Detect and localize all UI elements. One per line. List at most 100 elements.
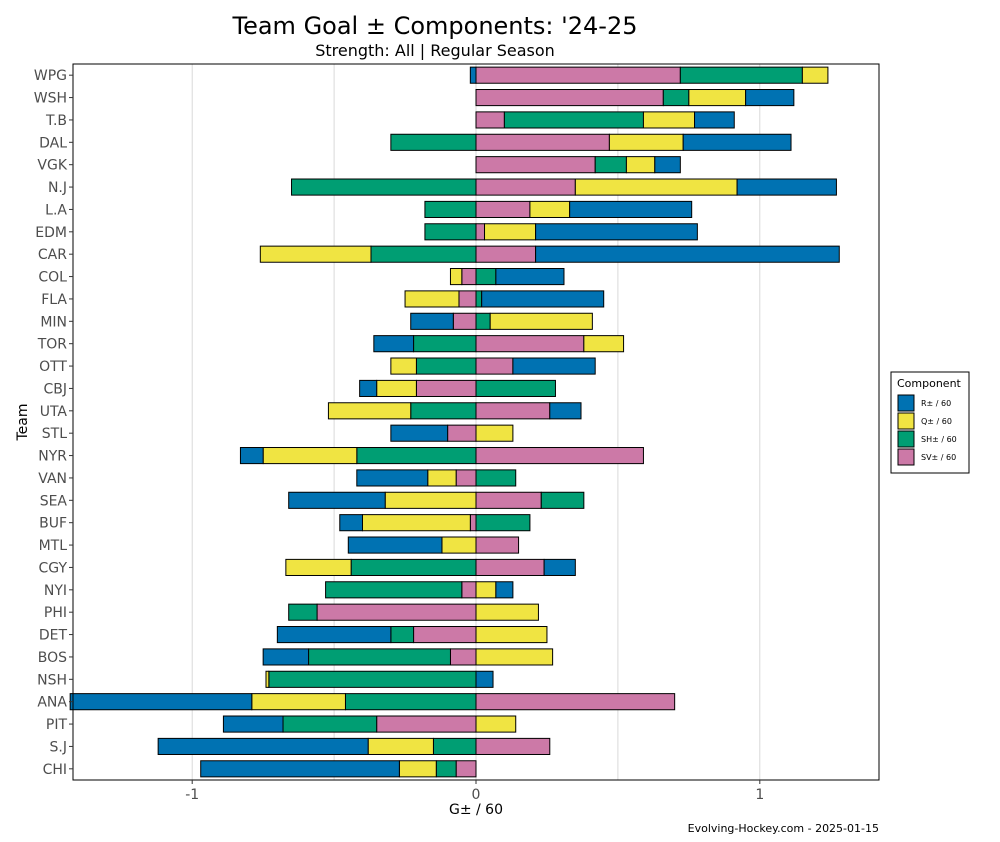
bar-vgk-sh: [594, 156, 627, 174]
y-tick-label: TOR: [37, 337, 68, 353]
bar-wsh-sh: [662, 89, 690, 107]
bar-chi-r: [200, 760, 400, 778]
bar-dal-q: [608, 133, 684, 151]
bar-dal-sh: [390, 133, 477, 151]
bar-van-sh: [475, 469, 517, 487]
bar-wsh-r: [745, 89, 795, 107]
bar-la-sh: [424, 200, 477, 218]
bar-ana-sv: [475, 693, 676, 711]
bar-buf-sh: [475, 514, 531, 532]
legend-label-r: R± / 60: [921, 399, 951, 408]
x-tick-label: -1: [185, 787, 199, 803]
bar-det-q: [475, 626, 548, 644]
bar-tb-r: [694, 111, 735, 129]
bar-sj-sh: [432, 737, 477, 755]
bar-sea-q: [384, 491, 477, 509]
bar-nsh-q: [265, 670, 270, 688]
y-tick-label: PIT: [46, 717, 68, 733]
bar-nyr-sh: [356, 447, 477, 465]
y-tick-label: DET: [39, 628, 68, 644]
bar-nyi-sv: [461, 581, 477, 599]
bar-cgy-sv: [475, 558, 545, 576]
bar-buf-sv: [469, 514, 477, 532]
y-tick-label: UTA: [40, 404, 68, 420]
bar-chi-q: [398, 760, 437, 778]
bar-edm-q: [484, 223, 537, 241]
y-tick-label: NSH: [37, 672, 67, 688]
bar-wpg-sv: [475, 66, 681, 84]
bar-ott-sv: [475, 357, 514, 375]
bar-cgy-q: [285, 558, 352, 576]
bar-ana-r: [69, 693, 253, 711]
bar-van-q: [427, 469, 457, 487]
bar-col-sh: [475, 268, 497, 286]
bar-nyi-q: [475, 581, 497, 599]
bar-fla-sv: [458, 290, 477, 308]
y-tick-label: DAL: [39, 135, 67, 151]
bar-sj-q: [367, 737, 434, 755]
bar-col-sv: [461, 268, 477, 286]
bar-nyr-sv: [475, 447, 644, 465]
bar-vgk-r: [654, 156, 681, 174]
chart-title: Team Goal ± Components: '24-25: [232, 12, 638, 40]
bar-buf-r: [339, 514, 363, 532]
y-tick-label: STL: [42, 426, 67, 442]
bar-layer: [69, 66, 840, 778]
legend-label-sh: SH± / 60: [921, 435, 957, 444]
bar-wpg-sh: [679, 66, 803, 84]
bar-fla-r: [481, 290, 605, 308]
bar-col-q: [449, 268, 463, 286]
y-tick-label: WSH: [34, 91, 67, 107]
bar-la-q: [529, 200, 571, 218]
bar-dal-r: [682, 133, 792, 151]
bar-tb-sh: [503, 111, 644, 129]
y-tick-label: FLA: [41, 292, 67, 308]
bar-nj-sv: [475, 178, 576, 196]
bar-car-q: [259, 245, 372, 263]
x-axis: -1 0 1: [185, 780, 764, 803]
bar-chi-sv: [455, 760, 477, 778]
bar-tb-sv: [475, 111, 505, 129]
bar-cgy-sh: [350, 558, 477, 576]
y-tick-label: T.B: [45, 113, 67, 129]
bar-min-q: [489, 312, 593, 330]
bar-nyr-q: [262, 447, 358, 465]
bar-stl-q: [475, 424, 514, 442]
y-tick-label: NYI: [44, 583, 67, 599]
bar-sj-sv: [475, 737, 551, 755]
bar-uta-sh: [410, 402, 477, 420]
bar-ott-q: [390, 357, 417, 375]
bar-buf-q: [361, 514, 471, 532]
bar-col-r: [495, 268, 565, 286]
bar-pit-sv: [376, 715, 477, 733]
bar-nj-sh: [291, 178, 477, 196]
bar-min-sh: [475, 312, 491, 330]
bar-chi-sh: [435, 760, 457, 778]
legend-swatch-r: [897, 394, 915, 412]
bar-sj-r: [157, 737, 369, 755]
bar-det-sh: [390, 626, 415, 644]
bar-car-r: [535, 245, 840, 263]
bar-pit-q: [475, 715, 517, 733]
bar-ana-sh: [344, 693, 477, 711]
bar-bos-q: [475, 648, 554, 666]
bar-sea-sv: [475, 491, 542, 509]
y-tick-label: N.J: [48, 180, 67, 196]
bar-nyi-r: [495, 581, 514, 599]
bar-bos-r: [262, 648, 310, 666]
chart-subtitle: Strength: All | Regular Season: [315, 41, 555, 60]
y-tick-label: BUF: [39, 516, 67, 532]
bar-stl-r: [390, 424, 449, 442]
bar-la-sv: [475, 200, 531, 218]
y-tick-label: NYR: [38, 449, 67, 465]
bar-phi-sv: [316, 603, 477, 621]
bar-cbj-sv: [415, 379, 477, 397]
bar-van-sv: [455, 469, 477, 487]
bar-phi-sh: [288, 603, 318, 621]
y-tick-label: CGY: [39, 560, 68, 576]
bar-fla-sh: [475, 290, 483, 308]
bar-uta-r: [549, 402, 582, 420]
bar-car-sv: [475, 245, 537, 263]
y-tick-label: ANA: [37, 695, 67, 711]
